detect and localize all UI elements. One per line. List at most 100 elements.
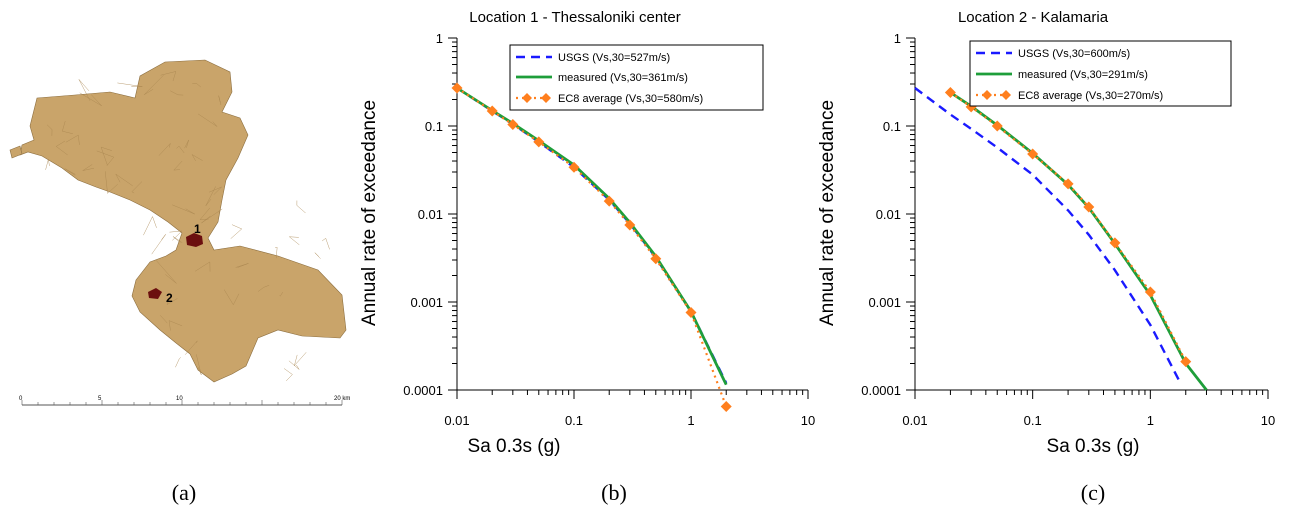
map-district-line <box>46 124 53 136</box>
map-district-line <box>65 134 80 145</box>
scale-bar: 0 5 10 20 km <box>19 396 350 406</box>
map-district-line <box>176 145 185 154</box>
map-district-line <box>205 186 216 207</box>
map-district-line <box>78 79 91 101</box>
map-district-line <box>131 181 143 194</box>
chart-location-2: Location 2 - Kalamaria 0.01 0.1 1 100.00010… <box>817 9 1275 457</box>
x-tick-label: 0.01 <box>444 413 469 428</box>
chart-title: Location 2 - Kalamaria <box>958 9 1109 26</box>
legend: USGS (Vs,30=527m/s) measured (Vs,30=361m… <box>509 44 764 111</box>
map-district-line <box>192 83 201 88</box>
scale-tick-0: 0 <box>19 396 23 402</box>
x-tick-label: 0.01 <box>902 413 927 428</box>
map-district-line <box>82 164 95 171</box>
map-district-line <box>169 230 183 241</box>
ec8-data-marker <box>944 87 956 99</box>
map-district-line <box>166 294 178 306</box>
legend-label-ec8: EC8 average (Vs,30=270m/s) <box>1018 90 1163 102</box>
y-tick-label: 1 <box>436 31 443 46</box>
location-1-marker <box>186 233 203 247</box>
map-district-line <box>196 354 202 376</box>
legend-label-usgs: USGS (Vs,30=600m/s) <box>1018 48 1130 60</box>
x-tick-label: 10 <box>801 413 815 428</box>
scale-tick-5: 5 <box>98 396 102 402</box>
ec8-data-marker <box>603 195 615 207</box>
map-district-line <box>294 352 307 366</box>
x-axis-label: Sa 0.3s (g) <box>1047 436 1140 457</box>
series-line-usgs <box>456 86 728 384</box>
x-tick-label: 0.1 <box>565 413 583 428</box>
legend-marker-ec8-left <box>522 93 532 103</box>
ec8-data-marker <box>1062 178 1074 190</box>
series-line-usgs <box>914 87 1182 384</box>
map-district-line <box>201 208 223 224</box>
y-axis-label: Annual rate of exceedance <box>359 100 380 326</box>
ec8-data-marker <box>1144 286 1156 298</box>
map-district-line <box>96 150 115 166</box>
ec8-data-marker <box>533 136 545 148</box>
location-2-label: 2 <box>166 291 173 305</box>
series-line-ec8 <box>456 87 728 407</box>
x-tick-label: 10 <box>1261 413 1275 428</box>
map-district-line <box>172 236 183 243</box>
legend-marker-ec8-left <box>982 90 992 100</box>
map-district-line <box>199 207 211 220</box>
y-tick-label: 0.001 <box>410 295 443 310</box>
map-district-line <box>223 289 240 306</box>
legend-box <box>509 44 764 111</box>
ec8-data-marker <box>451 82 463 94</box>
map-district-line <box>151 234 166 255</box>
map-district-line <box>143 216 157 236</box>
map-coast-inlet <box>9 145 23 159</box>
location-2-marker <box>148 288 162 299</box>
map-district-line <box>275 247 278 259</box>
map-district-line <box>117 82 143 87</box>
map-district-line <box>288 360 300 370</box>
x-tick-label: 0.1 <box>1024 413 1042 428</box>
location-1-label: 1 <box>194 222 201 236</box>
ec8-data-marker <box>486 105 498 117</box>
y-axis-label: Annual rate of exceedance <box>817 100 838 326</box>
map-district-line <box>209 186 222 195</box>
map-district-line <box>184 139 189 149</box>
ec8-data-marker <box>650 253 662 265</box>
map-district-line <box>160 71 177 82</box>
legend-marker-ec8-right <box>541 93 551 103</box>
ec8-data-marker <box>1180 356 1192 368</box>
y-tick-label: 1 <box>894 31 901 46</box>
map-district-line <box>160 315 168 324</box>
y-tick-label: 0.01 <box>876 207 901 222</box>
map-district-line <box>64 168 76 176</box>
x-axis-label: Sa 0.3s (g) <box>468 436 561 457</box>
map-district-line <box>45 159 50 170</box>
y-tick-label: 0.1 <box>883 119 901 134</box>
series-line-ec8 <box>949 91 1187 363</box>
scale-tick-10: 10 <box>176 396 183 402</box>
ec8-data-marker <box>1109 237 1121 249</box>
legend-box <box>969 40 1232 107</box>
map-district-line <box>296 200 306 214</box>
y-tick-label: 0.01 <box>418 207 443 222</box>
y-tick-label: 0.0001 <box>403 383 443 398</box>
chart-location-1: Location 1 - Thessaloniki center 0.01 0.1… <box>359 9 815 457</box>
series-line-measured <box>949 91 1208 391</box>
legend-label-usgs: USGS (Vs,30=527m/s) <box>558 52 670 64</box>
map-district-line <box>191 153 203 162</box>
map-district-line <box>170 90 184 96</box>
ec8-data-marker <box>507 119 519 131</box>
panel-letter-b: (b) <box>601 480 627 505</box>
panel-letter-a: (a) <box>172 480 196 505</box>
map-district-line <box>257 285 270 292</box>
ec8-data-marker <box>991 120 1003 132</box>
ec8-data-marker <box>720 400 732 412</box>
x-tick-label: 1 <box>687 413 694 428</box>
map-district-line <box>168 320 183 331</box>
legend-label-measured: measured (Vs,30=291m/s) <box>1018 69 1148 81</box>
map-district-lines <box>45 71 330 382</box>
map-district-line <box>155 259 177 284</box>
map-district-line <box>218 95 222 106</box>
y-tick-label: 0.1 <box>425 119 443 134</box>
map-district-line <box>283 368 293 382</box>
map-district-line <box>104 171 118 194</box>
